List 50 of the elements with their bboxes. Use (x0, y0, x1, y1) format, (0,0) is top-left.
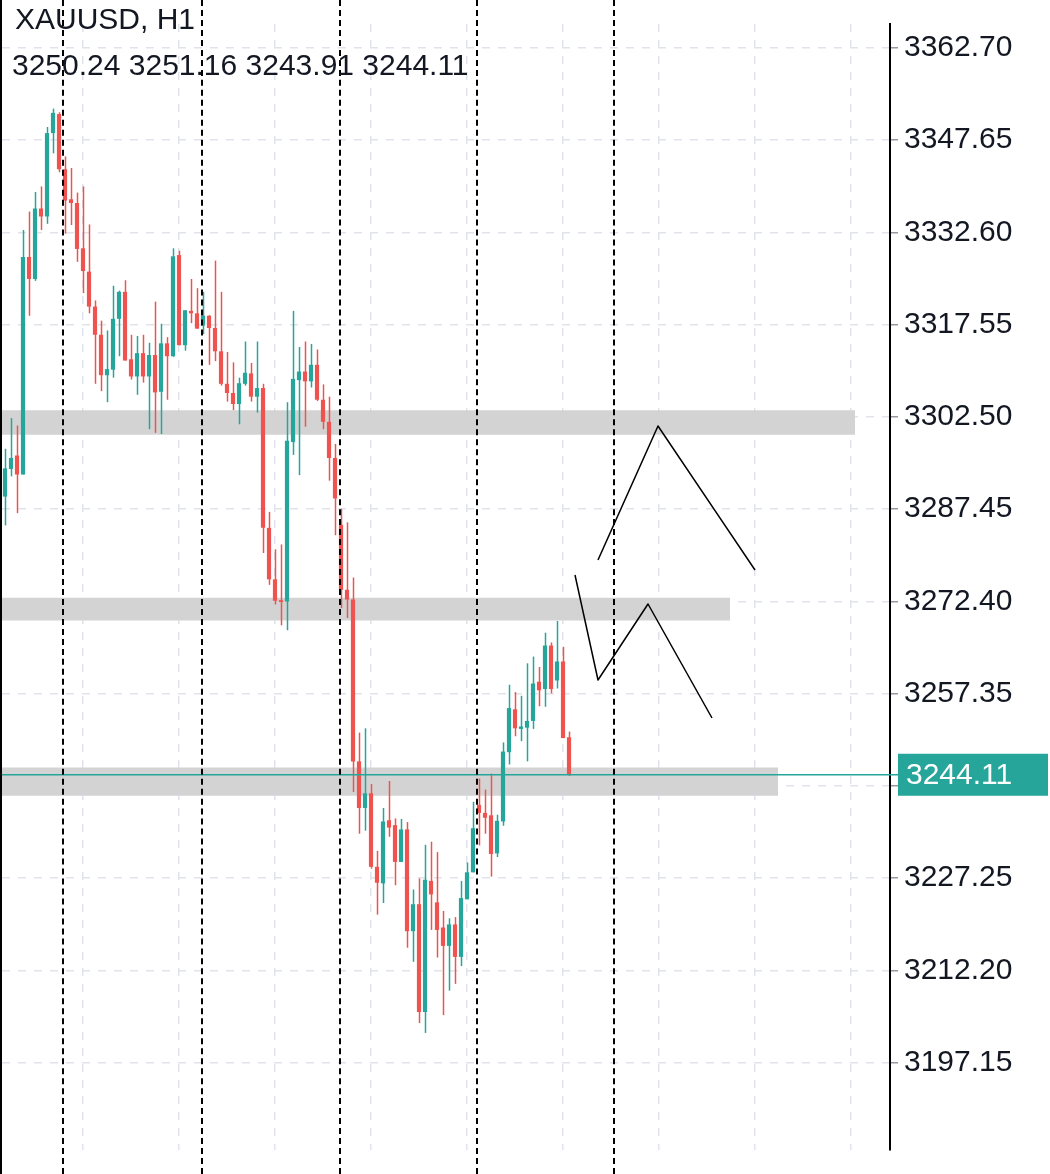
candlestick (446, 917, 452, 992)
candlestick (512, 691, 518, 738)
candlestick (374, 850, 380, 916)
candlestick (224, 351, 230, 403)
text: 3250.24 3251.16 3243.91 3244.11 (12, 48, 469, 82)
candlestick (320, 383, 326, 430)
candlestick (248, 362, 254, 403)
candlestick (344, 521, 350, 619)
y-tick-label: 3272.40 (904, 582, 1013, 616)
candlestick (50, 107, 56, 155)
candlestick (80, 185, 86, 294)
y-tick-label: 3332.60 (904, 213, 1013, 247)
candlestick (308, 343, 314, 389)
candlestick (212, 259, 218, 362)
candlestick (254, 340, 260, 414)
candlestick (230, 361, 236, 411)
candlestick (482, 788, 488, 835)
candlestick (278, 543, 284, 627)
candlestick (68, 167, 74, 226)
candlestick (524, 662, 530, 763)
ref-line-label: 3244.11 (906, 757, 1013, 791)
candlestick (8, 417, 14, 478)
chart-title: XAUUSD, H1 (15, 2, 196, 36)
candlestick (104, 329, 110, 403)
y-tick-label: 3227.25 (904, 859, 1013, 893)
candlestick (236, 376, 242, 426)
y-tick-label: 3212.20 (904, 951, 1013, 985)
candlestick (386, 780, 392, 838)
candlestick (440, 910, 446, 1016)
candlestick (14, 424, 20, 514)
candlestick (194, 287, 200, 330)
candlestick (26, 210, 32, 317)
candlestick (164, 336, 170, 401)
y-tick-label: 3347.65 (904, 121, 1013, 155)
y-tick-label: 3317.55 (904, 305, 1013, 339)
candlestick (134, 335, 140, 396)
candlestick (146, 341, 152, 430)
y-tick-label: 3197.15 (904, 1043, 1013, 1077)
candlestick (272, 548, 278, 606)
y-tick-label: 3257.35 (904, 674, 1013, 708)
candlestick (428, 840, 434, 931)
candlestick (554, 620, 560, 690)
y-tick-label: 3362.70 (904, 29, 1013, 63)
candlestick (242, 340, 248, 387)
candlestick (128, 334, 134, 381)
candlestick (206, 314, 212, 366)
y-tick-label: 3287.45 (904, 490, 1013, 524)
candlestick (518, 695, 524, 742)
candlestick (140, 334, 146, 384)
y-tick-label: 3302.50 (904, 398, 1013, 432)
